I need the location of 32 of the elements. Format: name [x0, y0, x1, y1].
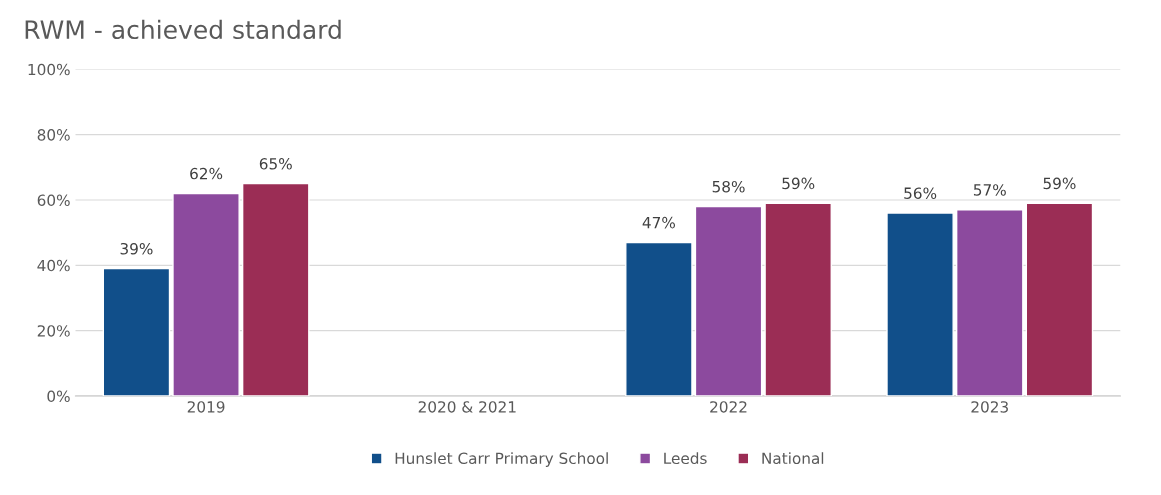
- legend-label: Leeds: [664, 452, 707, 465]
- x-tick-label: 2023: [971, 401, 1008, 413]
- x-tick-label: 2020 & 2021: [418, 401, 516, 413]
- bar: [172, 192, 240, 396]
- legend-label: National: [762, 452, 824, 465]
- data-label: 39%: [120, 242, 153, 255]
- y-tick-label: 60%: [37, 194, 70, 206]
- y-tick-label: 20%: [37, 325, 70, 337]
- data-label: 59%: [1043, 177, 1076, 190]
- bar: [955, 209, 1024, 396]
- y-tick-label: 0%: [47, 390, 70, 403]
- y-tick-label: 100%: [28, 63, 70, 76]
- data-label: 56%: [904, 187, 937, 199]
- data-label: 57%: [973, 184, 1006, 196]
- data-label: 47%: [642, 216, 675, 229]
- bar: [694, 205, 763, 396]
- chart-title: RWM - achieved standard: [25, 19, 341, 40]
- bar: [1025, 202, 1094, 396]
- data-label: 58%: [712, 180, 745, 193]
- bar: [102, 267, 171, 396]
- y-tick-label: 80%: [37, 129, 70, 141]
- bar: [625, 241, 693, 396]
- bar: [764, 202, 832, 396]
- x-tick-label: 2019: [187, 401, 225, 413]
- data-label: 59%: [782, 177, 815, 190]
- bar: [886, 212, 954, 396]
- y-tick-label: 40%: [37, 259, 70, 272]
- legend-label: Hunslet Carr Primary School: [395, 452, 608, 468]
- data-label: 62%: [190, 167, 223, 180]
- bar: [241, 182, 310, 396]
- data-label: 65%: [259, 158, 292, 170]
- x-tick-label: 2022: [710, 401, 747, 413]
